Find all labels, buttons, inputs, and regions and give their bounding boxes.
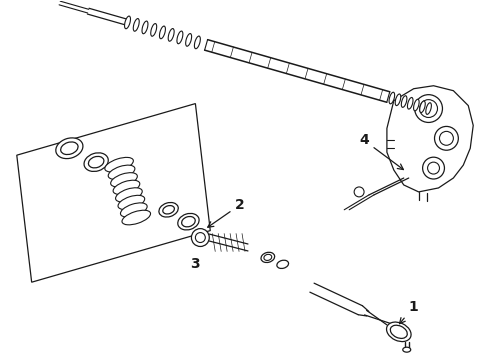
Ellipse shape	[414, 99, 419, 111]
Ellipse shape	[118, 195, 145, 210]
Ellipse shape	[389, 92, 394, 104]
Ellipse shape	[163, 206, 174, 214]
Text: 4: 4	[359, 133, 403, 170]
Circle shape	[192, 229, 209, 247]
Ellipse shape	[264, 255, 272, 260]
Text: 1: 1	[399, 300, 418, 324]
Text: 3: 3	[191, 257, 200, 271]
Circle shape	[428, 162, 440, 174]
Ellipse shape	[195, 36, 200, 49]
Polygon shape	[17, 104, 210, 282]
Ellipse shape	[142, 21, 148, 34]
Ellipse shape	[420, 101, 425, 113]
Circle shape	[435, 126, 458, 150]
Ellipse shape	[177, 31, 183, 44]
Ellipse shape	[111, 173, 137, 187]
Ellipse shape	[168, 28, 174, 41]
Polygon shape	[387, 86, 473, 192]
Circle shape	[354, 187, 364, 197]
Ellipse shape	[113, 180, 140, 194]
Ellipse shape	[401, 96, 407, 107]
Ellipse shape	[133, 19, 139, 31]
Ellipse shape	[159, 202, 178, 217]
Ellipse shape	[426, 103, 431, 114]
Circle shape	[415, 95, 442, 122]
Ellipse shape	[395, 94, 401, 105]
Ellipse shape	[159, 26, 166, 39]
Ellipse shape	[122, 210, 150, 225]
Ellipse shape	[105, 157, 133, 172]
Ellipse shape	[182, 216, 195, 227]
Ellipse shape	[387, 322, 411, 342]
Ellipse shape	[124, 16, 130, 29]
Ellipse shape	[56, 138, 83, 159]
Ellipse shape	[391, 325, 407, 338]
Ellipse shape	[88, 156, 104, 168]
Ellipse shape	[151, 23, 157, 36]
Ellipse shape	[261, 252, 275, 262]
Ellipse shape	[186, 33, 192, 46]
Text: 2: 2	[208, 198, 245, 227]
Circle shape	[196, 233, 205, 243]
Ellipse shape	[61, 142, 78, 154]
Ellipse shape	[121, 203, 147, 217]
Ellipse shape	[408, 98, 413, 109]
Circle shape	[419, 100, 438, 117]
Circle shape	[422, 157, 444, 179]
Ellipse shape	[116, 188, 142, 202]
Ellipse shape	[84, 153, 108, 171]
Circle shape	[440, 131, 453, 145]
Ellipse shape	[178, 213, 199, 230]
Ellipse shape	[277, 260, 289, 269]
Ellipse shape	[403, 347, 411, 352]
Ellipse shape	[108, 165, 135, 179]
